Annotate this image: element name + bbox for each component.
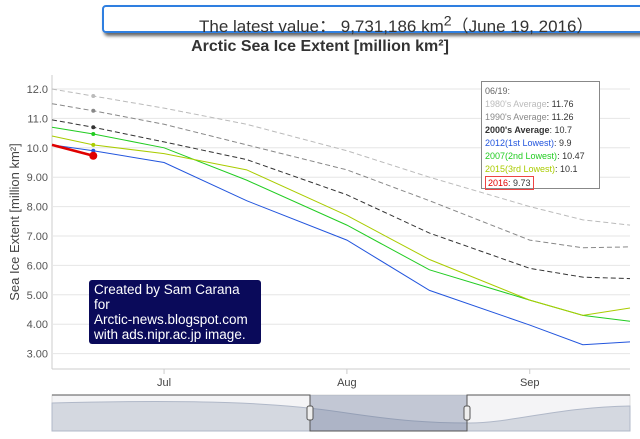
y-tick-label: 12.0: [27, 84, 48, 96]
legend-item[interactable]: 2007(2nd Lowest): 10.47: [485, 150, 599, 163]
y-tick-label: 10.0: [27, 143, 48, 155]
navigator-handle[interactable]: [306, 405, 314, 421]
legend-value: : 9.9: [554, 138, 572, 148]
y-tick-label: 5.00: [27, 290, 48, 302]
x-tick-label: Aug: [337, 377, 357, 389]
legend-name: 2016: [488, 178, 509, 188]
series-line-1990-s-average: [51, 103, 631, 249]
legend-name: 1980's Average: [485, 99, 547, 109]
series-line-2016: [51, 143, 94, 157]
legend-name: 2015(3rd Lowest): [485, 164, 556, 174]
y-tick-label: 9.00: [27, 172, 48, 184]
legend-item[interactable]: 1990's Average: 11.26: [485, 111, 599, 124]
y-axis-label: Sea Ice Extent [million km²]: [7, 143, 22, 301]
legend-value: : 10.7: [549, 125, 573, 135]
legend-item[interactable]: 1980's Average: 11.76: [485, 98, 599, 111]
y-tick-label: 7.00: [27, 231, 48, 243]
legend-value: : 11.26: [546, 112, 574, 122]
navigator-outline: [52, 394, 630, 432]
legend-value: : 10.47: [557, 151, 585, 161]
latest-date: （June 19, 2016）: [451, 17, 594, 36]
y-tick-label: 8.00: [27, 202, 48, 214]
legend-item[interactable]: 2015(3rd Lowest): 10.1: [485, 163, 599, 176]
series-marker: [89, 151, 98, 160]
legend-date: 06/19:: [485, 86, 511, 96]
legend-value: : 10.1: [555, 164, 578, 174]
latest-unit-sup: 2: [443, 13, 452, 30]
legend-name: 2007(2nd Lowest): [485, 151, 558, 161]
credit-box: Created by Sam Carana for Arctic-news.bl…: [89, 280, 261, 344]
series-line-1980-s-average: [51, 88, 631, 226]
latest-value: 9,731,186: [340, 17, 417, 36]
y-tick-label: 6.00: [27, 260, 48, 272]
series-marker: [91, 94, 96, 99]
series-marker: [91, 148, 96, 153]
series-marker: [91, 108, 96, 113]
credit-line: with ads.nipr.ac.jp image.: [94, 327, 246, 342]
navigator-selection[interactable]: [310, 395, 467, 431]
legend-item[interactable]: 2000's Average: 10.7: [485, 124, 599, 137]
credit-line: Arctic-news.blogspot.com: [94, 312, 248, 327]
series-line-2000-s-average: [51, 119, 631, 280]
chart-title: Arctic Sea Ice Extent [million km²]: [191, 38, 449, 55]
y-tick-label: 3.00: [27, 349, 48, 361]
latest-value-banner: The latest value： 9,731,186 km2（June 19,…: [102, 5, 640, 36]
credit-line: Created by Sam Carana for: [94, 282, 240, 312]
x-tick-label: Jul: [157, 377, 171, 389]
series-marker: [91, 125, 96, 130]
legend-name: 1990's Average: [485, 112, 547, 122]
legend-name: 2000's Average: [485, 125, 550, 135]
legend-name: 2012(1st Lowest): [485, 138, 555, 148]
legend: 06/19: 1980's Average: 11.76 1990's Avera…: [481, 81, 600, 190]
navigator-handle[interactable]: [463, 405, 471, 421]
y-tick-label: 11.0: [27, 113, 48, 125]
y-tick-label: 4.00: [27, 319, 48, 331]
x-tick-label: Sep: [520, 377, 540, 389]
series-marker: [91, 142, 96, 147]
legend-value: : 11.76: [546, 99, 574, 109]
latest-unit: km: [421, 17, 444, 36]
series-marker: [91, 131, 96, 136]
navigator-series: [51, 400, 631, 432]
latest-label: The latest value：: [199, 17, 337, 36]
series-line-2012-1st-lowest-: [51, 144, 631, 346]
legend-item[interactable]: 2012(1st Lowest): 9.9: [485, 137, 599, 150]
legend-value: : 9.73: [508, 178, 531, 188]
legend-item[interactable]: 2016: 9.73: [485, 176, 534, 190]
series-line-2015-3rd-lowest-: [51, 135, 631, 316]
